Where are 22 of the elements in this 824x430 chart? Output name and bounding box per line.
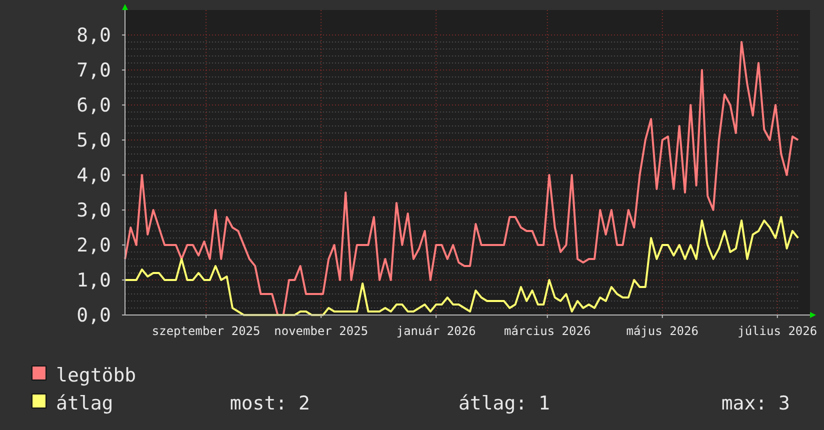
y-tick-label: 5,0: [76, 130, 111, 152]
line-series: [124, 41, 800, 316]
legend-label: legtöbb: [56, 364, 136, 387]
y-tick-label: 6,0: [76, 94, 111, 117]
x-tick-label: január 2026: [396, 324, 476, 338]
y-tick-label: 1,0: [76, 270, 111, 292]
y-tick-label: 7,0: [76, 60, 111, 82]
y-tick-label: 8,0: [76, 24, 111, 47]
text: max: 3: [721, 392, 790, 415]
x-tick-label: szeptember 2025: [152, 324, 260, 338]
x-tick-label: november 2025: [274, 324, 368, 338]
y-tick-label: 3,0: [76, 200, 111, 222]
y-tick-label: 0,0: [76, 304, 111, 327]
legend-label: átlag: [56, 392, 114, 415]
text: most: 2: [230, 392, 310, 415]
y-tick-label: 4,0: [76, 164, 111, 187]
x-tick-label: július 2026: [738, 324, 818, 338]
x-tick-label: március 2026: [504, 324, 591, 338]
line-series: [124, 216, 800, 316]
x-tick-label: május 2026: [626, 324, 698, 338]
y-tick-label: 2,0: [76, 234, 111, 257]
text: átlag: 1: [458, 392, 550, 415]
